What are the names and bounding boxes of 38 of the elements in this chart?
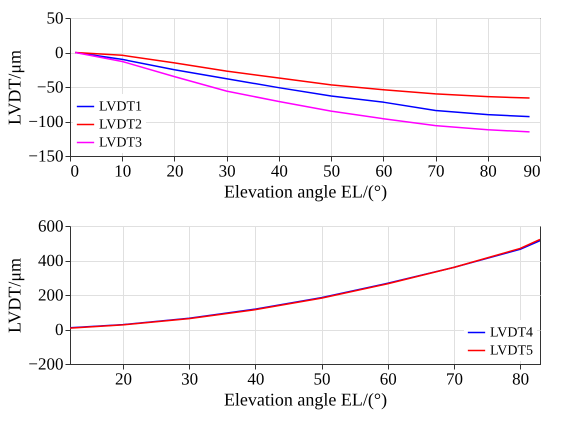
line-series [74,52,530,99]
x-tick-label: 20 [166,162,184,180]
x-tick-label: 90 [524,162,540,180]
x-tick-label: 0 [70,162,79,180]
legend-label: LVDT1 [99,100,142,114]
x-tick-label: 80 [480,162,497,180]
x-axis-title: Elevation angle EL/(°) [224,390,388,410]
y-tick-label: 600 [38,216,64,236]
y-axis-title: LVDT/μm [4,50,24,125]
legend-label: LVDT4 [490,326,534,340]
legend-label: LVDT3 [99,136,142,150]
x-tick-label: 60 [375,162,392,180]
x-tick-label: 50 [314,370,331,388]
y-tick-label: 0 [55,43,64,62]
y-tick-label: −150 [28,146,64,166]
x-tick-label: 10 [114,162,132,180]
x-tick-label: 40 [247,370,264,388]
y-tick-label: 0 [55,320,64,339]
y-axis-title: LVDT/μm [4,258,24,333]
x-tick-label: 60 [380,370,397,388]
x-axis-title: Elevation angle EL/(°) [224,182,388,202]
y-tick-label: −100 [28,112,64,131]
legend-label: LVDT2 [99,118,142,132]
x-tick-label: 20 [114,370,132,388]
y-tick-label: −50 [36,78,64,96]
y-tick-label: 50 [46,8,64,28]
y-tick-label: 400 [38,251,64,270]
x-tick-label: 50 [323,162,340,180]
x-tick-label: 70 [446,370,463,388]
x-tick-label: 80 [512,370,530,388]
x-tick-label: 40 [270,162,288,180]
legend-label: LVDT5 [490,344,534,358]
line-series [74,52,530,133]
y-tick-label: −200 [28,354,64,374]
x-tick-label: 30 [181,370,198,388]
x-tick-label: 30 [218,162,236,180]
y-tick-label: 200 [38,286,64,304]
x-tick-label: 70 [428,162,445,180]
